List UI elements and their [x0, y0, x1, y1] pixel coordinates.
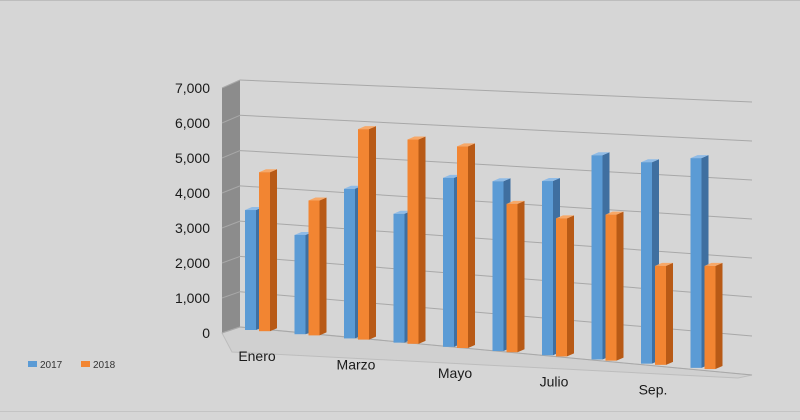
bar-side	[468, 143, 475, 349]
y-tick-label: 5,000	[175, 150, 210, 166]
bar-2017-2	[344, 188, 355, 339]
gridline-side	[221, 185, 241, 194]
gridline-side	[221, 150, 241, 159]
x-tick-label: Sep.	[639, 382, 668, 398]
x-tick-label: Enero	[238, 348, 276, 364]
bar-top	[358, 126, 376, 130]
y-tick-label: 4,000	[175, 185, 210, 201]
bar-2018-5	[506, 203, 518, 353]
bar-side	[319, 197, 327, 336]
bar-2018-9	[704, 265, 716, 370]
bar-2017-1	[294, 234, 306, 335]
bar-top	[245, 207, 263, 211]
bar-2018-2	[358, 129, 369, 340]
bar-2017-7	[591, 155, 603, 360]
bar-top	[641, 159, 659, 163]
legend: 2017 2018	[28, 360, 116, 371]
gridline	[239, 114, 753, 142]
y-tick-label: 3,000	[175, 220, 210, 236]
gridline-side	[221, 255, 241, 264]
gridline-side	[221, 114, 241, 124]
top-border	[0, 0, 800, 1]
y-tick-label: 0	[202, 325, 210, 341]
bar-2017-3	[393, 213, 405, 343]
bar-top	[542, 178, 560, 182]
bar-top	[506, 200, 525, 204]
bar-top	[591, 152, 610, 156]
gridline-side	[221, 291, 241, 299]
bar-2017-8	[641, 162, 652, 364]
bar-top	[344, 185, 362, 189]
bar-top	[556, 215, 574, 219]
bar-2017-9	[690, 158, 702, 368]
bar-2018-6	[556, 218, 567, 357]
legend-swatch-2018	[81, 361, 90, 367]
bar-top	[492, 178, 511, 182]
bar-top	[294, 231, 313, 235]
y-tick-label: 6,000	[175, 115, 210, 131]
bar-top	[443, 174, 461, 178]
bar-2018-4	[457, 146, 468, 349]
bar-2017-4	[443, 177, 454, 347]
bar-2018-3	[407, 139, 419, 344]
bar-top	[308, 197, 327, 201]
legend-swatch-2017	[28, 361, 37, 367]
bar-2018-1	[308, 200, 320, 336]
bar-top	[407, 136, 426, 140]
bar-2018-8	[655, 265, 666, 365]
bar-2018-7	[605, 214, 617, 361]
bar-side	[517, 200, 525, 353]
bar-top	[655, 262, 673, 266]
bar-side	[567, 215, 574, 357]
bar-top	[259, 169, 277, 173]
bar-2017-6	[542, 181, 553, 356]
bottom-border	[0, 411, 800, 412]
bar-side	[418, 136, 426, 344]
gridline	[239, 79, 753, 103]
bar-side	[270, 169, 277, 332]
x-tick-label: Marzo	[337, 356, 376, 372]
gridline	[239, 150, 753, 181]
legend-label-2018: 2018	[93, 360, 116, 371]
y-tick-label: 7,000	[175, 80, 210, 96]
x-axis-labels: Enero Marzo Mayo Julio Sep.	[238, 348, 667, 398]
bar-side	[369, 126, 376, 340]
side-wall	[222, 80, 240, 333]
gridline-side	[221, 220, 241, 229]
bars	[245, 126, 723, 370]
legend-label-2017: 2017	[40, 360, 63, 371]
bar-side	[666, 262, 673, 365]
chart-walls	[221, 80, 753, 379]
gridline-side	[221, 326, 241, 334]
bar-2018-0	[259, 172, 270, 332]
y-axis-ticks: 0 1,000 2,000 3,000 4,000 5,000 6,000 7,000	[175, 80, 210, 341]
x-tick-label: Mayo	[438, 365, 472, 381]
bar-side	[715, 262, 723, 370]
gridline-side	[221, 79, 241, 89]
x-tick-label: Julio	[540, 373, 569, 389]
bar-top	[457, 143, 475, 147]
y-tick-label: 2,000	[175, 255, 210, 271]
bar-top	[605, 211, 624, 215]
y-tick-label: 1,000	[175, 290, 210, 306]
bar-top	[393, 210, 412, 214]
bar-top	[704, 262, 723, 266]
bar-side	[616, 211, 624, 361]
bar-2017-5	[492, 181, 504, 352]
bar-top	[690, 155, 709, 159]
bar-2017-0	[245, 210, 256, 330]
